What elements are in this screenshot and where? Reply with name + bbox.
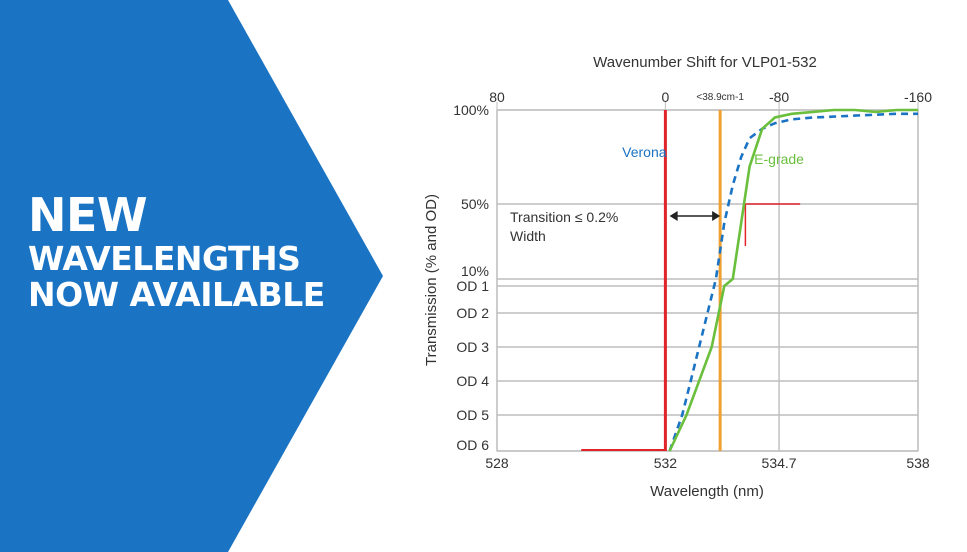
x-tick-label: 532: [654, 455, 678, 471]
top-tick-label: -160: [904, 89, 932, 105]
y-tick-label: 10%: [461, 263, 489, 279]
annotation-transition: Transition ≤ 0.2%: [510, 209, 618, 225]
y-tick-label: OD 2: [456, 305, 489, 321]
top-annotation: <38.9cm-1: [696, 92, 744, 103]
series-line-verona: [668, 112, 918, 452]
chart-title: Wavenumber Shift for VLP01-532: [593, 54, 817, 71]
chart-ticks: 528 532 534.7 538 80 0 -80 -160 <38.9cm-1 100% 50%…: [453, 89, 932, 471]
chart-series: [668, 108, 918, 452]
plot-frame: [496, 109, 919, 452]
x-tick-label: 538: [906, 455, 930, 471]
banner-headline: NEW WAVELENGTHS NOW AVAILABLE: [28, 188, 325, 315]
chart-grid: [496, 102, 919, 452]
y-tick-label: 50%: [461, 196, 489, 212]
annotation-width: Width: [510, 228, 546, 244]
banner-line-1: NEW: [28, 188, 148, 242]
edge-marks: [581, 110, 801, 451]
x-axis-label: Wavelength (nm): [650, 483, 764, 500]
width-arrow-left: [669, 211, 678, 221]
top-tick-label: -80: [769, 89, 789, 105]
banner-line-3: NOW AVAILABLE: [28, 275, 325, 315]
y-tick-label: OD 1: [456, 278, 489, 294]
y-tick-label: 100%: [453, 102, 489, 118]
top-tick-label: 80: [489, 89, 505, 105]
series-line-e-grade: [668, 108, 918, 452]
top-tick-label: 0: [662, 89, 670, 105]
chart-annotations: Transition ≤ 0.2% Width Verona E-grade: [510, 144, 804, 244]
banner-line-2: WAVELENGTHS: [28, 238, 301, 278]
width-arrow-right: [712, 211, 721, 221]
series-label-e-grade: E-grade: [754, 151, 804, 167]
y-tick-label: OD 4: [456, 373, 489, 389]
y-axis-label: Transmission (% and OD): [423, 194, 440, 366]
banner-arrow-shape: [0, 0, 383, 552]
x-tick-label: 534.7: [762, 455, 797, 471]
banner-arrow: [0, 0, 383, 552]
y-tick-label: OD 5: [456, 407, 489, 423]
y-tick-label: OD 6: [456, 437, 489, 453]
y-tick-label: OD 3: [456, 339, 489, 355]
x-tick-label: 528: [485, 455, 509, 471]
series-label-verona: Verona: [622, 144, 667, 160]
